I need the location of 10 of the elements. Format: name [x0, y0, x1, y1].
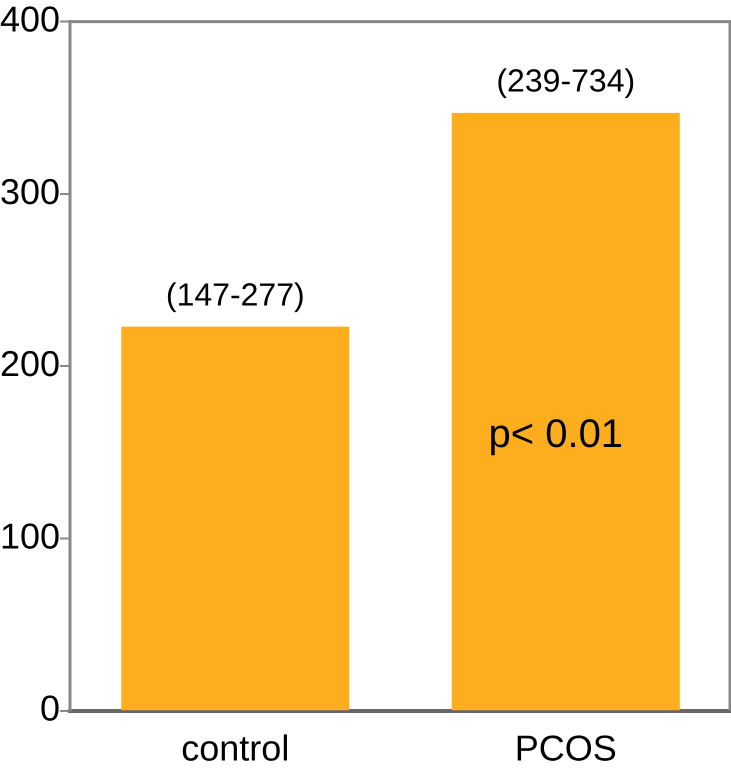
y-tick-label: 0 — [40, 688, 60, 729]
y-tick-label: 200 — [0, 343, 60, 384]
y-tick-label: 100 — [0, 515, 60, 556]
y-tick-label: 300 — [0, 170, 60, 212]
y-tick-label: 400 — [0, 0, 60, 40]
annotation: p< 0.01 — [488, 412, 624, 456]
data-label: (147-277) — [166, 276, 305, 312]
x-tick-label: PCOS — [514, 727, 617, 768]
x-tick-label: control — [181, 727, 290, 768]
data-label: (239-734) — [496, 62, 636, 99]
